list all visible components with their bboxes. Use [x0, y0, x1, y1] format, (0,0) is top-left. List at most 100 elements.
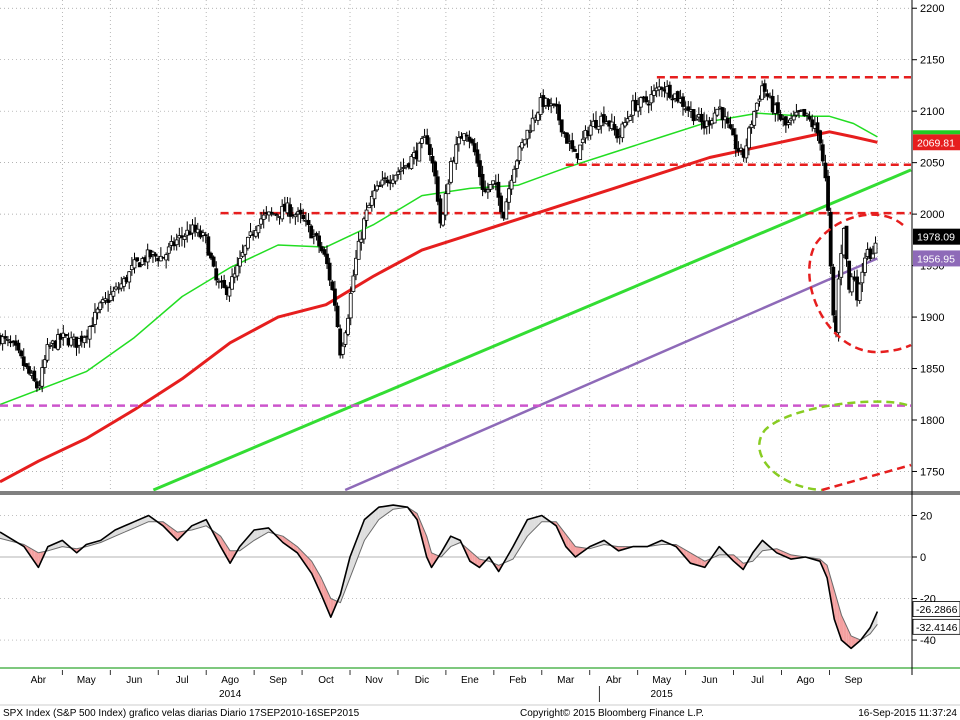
candle-body-3 — [6, 338, 10, 341]
osc-fill-seg — [246, 534, 251, 546]
year-label-0: 2014 — [219, 689, 242, 700]
candle-body-264 — [694, 118, 699, 121]
candle-body-319 — [839, 253, 844, 278]
candle-body-7 — [16, 342, 21, 351]
month-label-14: Jun — [702, 675, 718, 686]
candle-body-9 — [21, 356, 26, 366]
osc-fill-seg — [527, 518, 531, 537]
candle-body-95 — [248, 231, 253, 236]
price-axis-label-3: 1900 — [920, 312, 944, 324]
candle-body-144 — [377, 185, 382, 187]
candle-body-132 — [346, 317, 350, 335]
candle-body-173 — [454, 144, 459, 164]
candle-body-90 — [235, 265, 240, 277]
candle-body-151 — [396, 171, 401, 175]
candle-body-170 — [446, 183, 451, 195]
candle-body-288 — [757, 98, 762, 102]
candle-body-11 — [27, 366, 31, 374]
candle-body-77 — [201, 232, 205, 236]
candle-body-213 — [559, 119, 564, 133]
candle-body-321 — [844, 225, 849, 260]
osc-fill-seg — [841, 615, 844, 643]
candle-body-174 — [456, 137, 461, 145]
osc-fill-seg — [389, 505, 394, 512]
osc-tag-box-1 — [912, 618, 960, 635]
candle-body-200 — [525, 129, 530, 140]
red-rising-dash — [821, 463, 912, 492]
candle-body-227 — [596, 125, 601, 130]
month-label-7: Nov — [365, 675, 383, 686]
candle-body-117 — [306, 220, 311, 226]
osc-tag-label-0: -26.2866 — [916, 604, 958, 616]
osc-fill-seg — [364, 516, 368, 541]
price-panel-series — [0, 75, 912, 492]
candle-body-247 — [649, 94, 654, 104]
candle-body-17 — [42, 359, 47, 368]
candle-body-164 — [430, 155, 435, 164]
candle-body-52 — [135, 257, 140, 262]
candle-body-183 — [480, 173, 485, 190]
osc-fill-seg — [568, 537, 571, 552]
candle-body-160 — [420, 138, 424, 144]
candle-body-138 — [362, 218, 366, 240]
candle-body-242 — [636, 104, 641, 112]
candle-body-254 — [667, 84, 672, 98]
price-axis-label-2: 1850 — [920, 364, 944, 376]
candle-body-114 — [298, 209, 303, 215]
candle-body-1 — [0, 336, 5, 345]
candle-body-58 — [151, 251, 155, 255]
price-axis-label-8: 2150 — [920, 55, 944, 67]
candle-body-120 — [314, 233, 319, 236]
candle-body-131 — [343, 332, 348, 345]
candle-body-159 — [417, 142, 422, 162]
candle-body-276 — [725, 118, 730, 124]
price-annotations — [758, 213, 912, 492]
osc-fill-seg — [421, 524, 425, 548]
candle-body-179 — [470, 139, 474, 144]
candle-body-290 — [762, 83, 767, 92]
candle-body-193 — [507, 188, 511, 203]
osc-axis-label-0: 20 — [920, 510, 932, 522]
candle-body-285 — [749, 123, 754, 128]
candle-body-100 — [261, 214, 266, 220]
month-label-17: Sep — [845, 675, 863, 686]
osc-axis-label-3: -40 — [920, 635, 936, 647]
candle-body-37 — [95, 308, 100, 314]
candle-body-22 — [56, 334, 60, 350]
candle-body-141 — [369, 196, 374, 206]
osc-fill-seg — [683, 548, 687, 560]
candle-body-81 — [211, 256, 216, 267]
candle-body-14 — [35, 381, 39, 389]
green-ellipse-annotation — [758, 400, 908, 492]
price-tag-box-2 — [913, 250, 960, 267]
osc-fill-seg — [872, 619, 874, 632]
candle-body-287 — [754, 102, 759, 111]
osc-fill-seg — [0, 532, 6, 540]
candle-body-221 — [580, 138, 585, 144]
candle-body-129 — [338, 328, 343, 356]
osc-fill-seg — [719, 546, 723, 555]
candle-body-39 — [100, 299, 105, 303]
candle-body-43 — [111, 290, 116, 297]
candle-body-263 — [691, 109, 696, 122]
candle-body-105 — [274, 214, 279, 217]
osc-fill-seg — [177, 531, 181, 541]
candle-body-181 — [475, 149, 480, 164]
osc-fill-seg — [382, 506, 386, 517]
candle-body-332 — [873, 242, 878, 254]
candle-body-97 — [253, 229, 258, 237]
candle-body-272 — [715, 108, 720, 116]
candle-body-274 — [720, 107, 725, 121]
candle-body-98 — [256, 225, 261, 234]
series-line-1 — [0, 130, 878, 484]
candle-body-18 — [45, 344, 50, 361]
candle-body-126 — [330, 281, 335, 291]
osc-fill-seg — [694, 554, 698, 566]
month-label-2: Jun — [126, 675, 142, 686]
green-ma-marker — [913, 130, 960, 135]
candle-body-118 — [309, 225, 314, 239]
candle-body-134 — [351, 275, 356, 292]
candle-body-30 — [77, 338, 82, 346]
osc-fill-seg — [433, 553, 437, 564]
